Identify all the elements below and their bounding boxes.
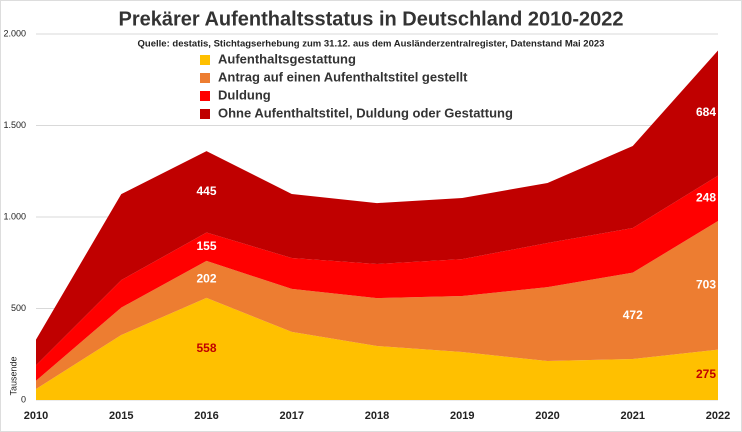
chart-subtitle: Quelle: destatis, Stichtagserhebung zum … [138, 39, 605, 50]
x-tick-label: 2010 [24, 410, 48, 422]
data-label: 703 [696, 278, 716, 292]
area [36, 50, 718, 366]
legend-label: Ohne Aufenthaltstitel, Duldung oder Gest… [218, 105, 513, 120]
y-tick-label: 500 [11, 303, 26, 313]
x-tick-label: 2022 [706, 410, 730, 422]
y-tick-label: 0 [21, 394, 26, 404]
areas [36, 50, 718, 400]
data-label: 202 [196, 272, 216, 286]
y-tick-label: 1.500 [3, 120, 26, 130]
data-label: 558 [196, 341, 216, 355]
legend-swatch [200, 73, 210, 83]
legend-label: Antrag auf einen Aufenthaltstitel gestel… [218, 69, 468, 84]
data-label: 472 [623, 308, 643, 322]
data-label: 275 [696, 367, 716, 381]
data-label: 684 [696, 105, 716, 119]
x-tick-label: 2019 [450, 410, 474, 422]
x-tick-label: 2021 [621, 410, 645, 422]
x-tick-label: 2020 [535, 410, 559, 422]
area [36, 175, 718, 381]
legend-swatch [200, 109, 210, 119]
legend-label: Duldung [218, 87, 271, 102]
legend-swatch [200, 91, 210, 101]
area [36, 221, 718, 390]
y-tick-label: 1.000 [3, 211, 26, 221]
chart-title: Prekärer Aufenthaltsstatus in Deutschlan… [118, 8, 623, 30]
area [36, 297, 718, 400]
labels: 558 275 202 472 703 155 248 445 684 Aufenthaltsge… [196, 51, 716, 381]
y-tick-label: 2.000 [3, 28, 26, 38]
data-label: 248 [696, 191, 716, 205]
y-axis-title: Tausende [8, 356, 18, 395]
legend-swatch [200, 55, 210, 65]
x-tick-label: 2018 [365, 410, 389, 422]
data-label: 155 [196, 239, 216, 253]
x-tick-label: 2017 [280, 410, 304, 422]
legend-label: Aufenthaltsgestattung [218, 51, 356, 66]
x-tick-label: 2015 [109, 410, 133, 422]
data-label: 445 [196, 184, 216, 198]
x-tick-label: 2016 [194, 410, 218, 422]
